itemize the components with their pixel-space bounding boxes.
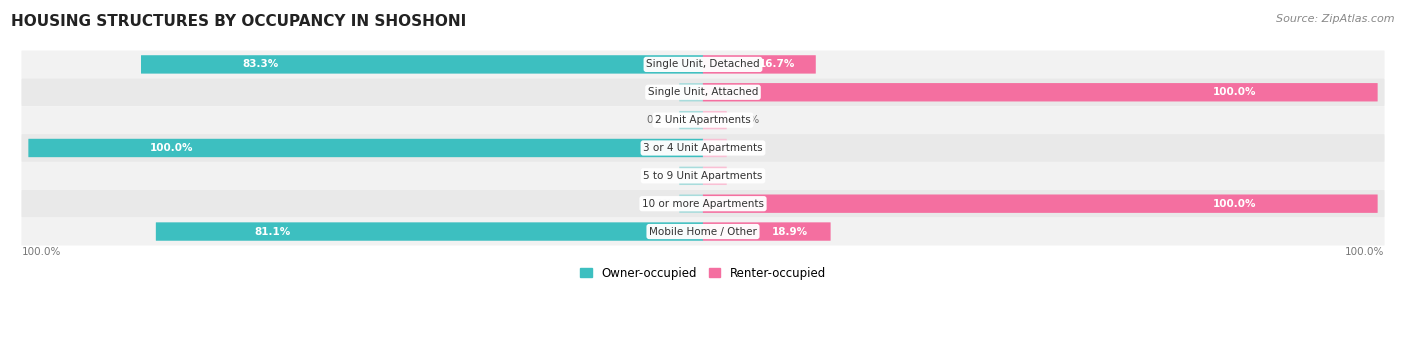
FancyBboxPatch shape <box>21 106 1385 134</box>
FancyBboxPatch shape <box>156 222 703 241</box>
FancyBboxPatch shape <box>679 111 703 129</box>
Text: 0.0%: 0.0% <box>734 143 759 153</box>
Text: HOUSING STRUCTURES BY OCCUPANCY IN SHOSHONI: HOUSING STRUCTURES BY OCCUPANCY IN SHOSH… <box>11 14 467 29</box>
FancyBboxPatch shape <box>679 194 703 213</box>
Text: 83.3%: 83.3% <box>242 59 278 70</box>
FancyBboxPatch shape <box>703 167 727 185</box>
Legend: Owner-occupied, Renter-occupied: Owner-occupied, Renter-occupied <box>575 262 831 284</box>
Text: Mobile Home / Other: Mobile Home / Other <box>650 226 756 237</box>
FancyBboxPatch shape <box>703 139 727 157</box>
Text: 16.7%: 16.7% <box>759 59 796 70</box>
Text: 0.0%: 0.0% <box>647 171 672 181</box>
FancyBboxPatch shape <box>21 78 1385 106</box>
Text: 18.9%: 18.9% <box>772 226 807 237</box>
Text: 10 or more Apartments: 10 or more Apartments <box>643 199 763 209</box>
FancyBboxPatch shape <box>141 55 703 74</box>
Text: 5 to 9 Unit Apartments: 5 to 9 Unit Apartments <box>644 171 762 181</box>
Text: 0.0%: 0.0% <box>647 87 672 97</box>
Text: 0.0%: 0.0% <box>734 115 759 125</box>
Text: Source: ZipAtlas.com: Source: ZipAtlas.com <box>1277 14 1395 24</box>
FancyBboxPatch shape <box>21 190 1385 218</box>
FancyBboxPatch shape <box>703 55 815 74</box>
Text: 2 Unit Apartments: 2 Unit Apartments <box>655 115 751 125</box>
Text: 0.0%: 0.0% <box>734 171 759 181</box>
FancyBboxPatch shape <box>703 83 1378 102</box>
FancyBboxPatch shape <box>679 167 703 185</box>
Text: 81.1%: 81.1% <box>254 226 291 237</box>
FancyBboxPatch shape <box>703 194 1378 213</box>
FancyBboxPatch shape <box>679 83 703 102</box>
FancyBboxPatch shape <box>28 139 703 157</box>
Text: Single Unit, Detached: Single Unit, Detached <box>647 59 759 70</box>
Text: 100.0%: 100.0% <box>1212 87 1256 97</box>
FancyBboxPatch shape <box>21 218 1385 246</box>
FancyBboxPatch shape <box>21 134 1385 162</box>
FancyBboxPatch shape <box>21 50 1385 78</box>
Text: 100.0%: 100.0% <box>1212 199 1256 209</box>
FancyBboxPatch shape <box>703 111 727 129</box>
Text: 100.0%: 100.0% <box>21 248 60 257</box>
Text: 100.0%: 100.0% <box>1346 248 1385 257</box>
Text: 0.0%: 0.0% <box>647 199 672 209</box>
FancyBboxPatch shape <box>21 162 1385 190</box>
Text: Single Unit, Attached: Single Unit, Attached <box>648 87 758 97</box>
Text: 3 or 4 Unit Apartments: 3 or 4 Unit Apartments <box>643 143 763 153</box>
FancyBboxPatch shape <box>703 222 831 241</box>
Text: 100.0%: 100.0% <box>150 143 194 153</box>
Text: 0.0%: 0.0% <box>647 115 672 125</box>
